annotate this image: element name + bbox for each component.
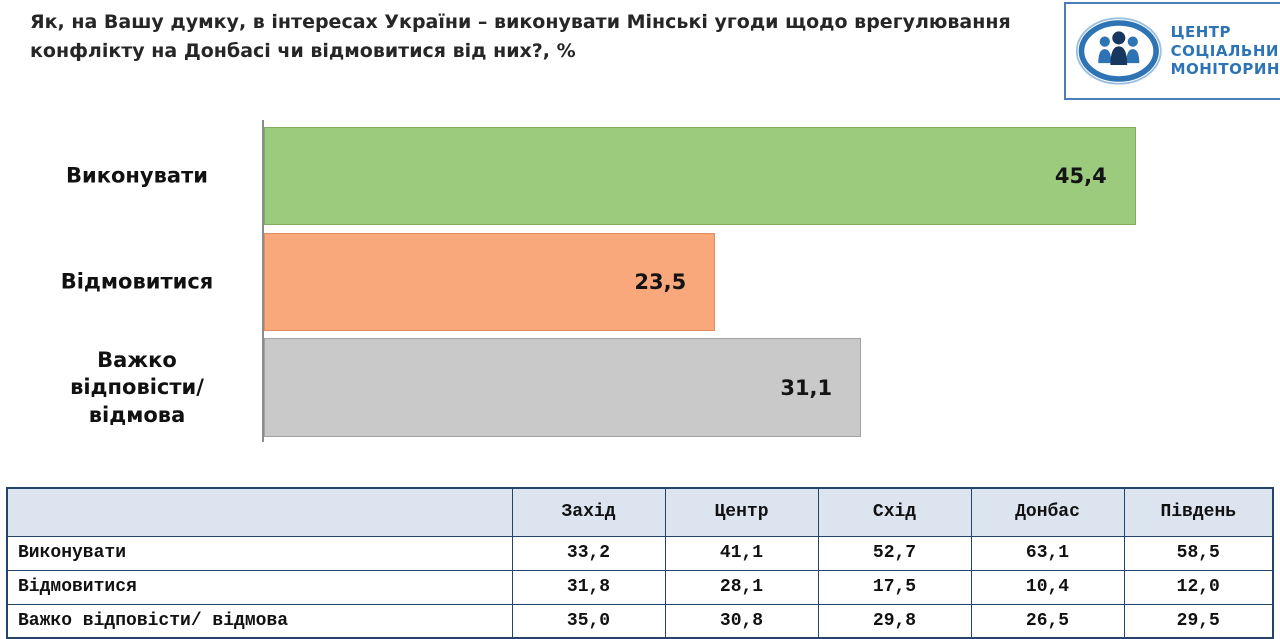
bar-value-label: 23,5 — [634, 270, 687, 294]
logo-text-line-2: СОЦІАЛЬНИЙ — [1170, 41, 1280, 60]
bar-chart: Виконувати Відмовитися Важко відповісти/… — [0, 120, 1280, 446]
table-cell: 28,1 — [664, 569, 819, 605]
table-cell: 10,4 — [970, 569, 1125, 605]
table-cell: 30,8 — [664, 603, 819, 639]
row-label: Важко відповісти/ відмова — [6, 603, 513, 639]
table-header-row: Захід Центр Схід Донбас Південь — [6, 487, 1274, 537]
table-header-tsentr: Центр — [664, 487, 819, 537]
table-cell: 29,8 — [817, 603, 972, 639]
y-axis-line — [262, 120, 264, 442]
bar-category-label: Важко відповісти/ відмова — [70, 348, 204, 427]
page-title: Як, на Вашу думку, в інтересах України –… — [30, 8, 1045, 65]
table-cell: 29,5 — [1123, 603, 1274, 639]
bar-vazhko-vidpovisty: 31,1 — [264, 338, 862, 437]
table-cell: 52,7 — [817, 535, 972, 571]
title-line-2: конфлікту на Донбасі чи відмовитися від … — [30, 39, 576, 62]
table-cell: 41,1 — [664, 535, 819, 571]
table-cell: 12,0 — [1123, 569, 1274, 605]
table-header-empty — [6, 487, 513, 537]
logo-text-line-1: ЦЕНТР — [1170, 22, 1232, 41]
bar-value-label: 31,1 — [780, 375, 833, 400]
table-cell: 33,2 — [511, 535, 666, 571]
table-header-donbas: Донбас — [970, 487, 1125, 537]
row-label: Виконувати — [6, 535, 513, 571]
bar-category-label: Виконувати — [66, 163, 208, 188]
table-cell: 26,5 — [970, 603, 1125, 639]
row-label: Відмовитися — [6, 569, 513, 605]
table-cell: 31,8 — [511, 569, 666, 605]
table-header-pivden: Південь — [1123, 487, 1274, 537]
table-row: Відмовитися 31,8 28,1 17,5 10,4 12,0 — [6, 569, 1274, 605]
table-row: Важко відповісти/ відмова 35,0 30,8 29,8… — [6, 603, 1274, 639]
table-cell: 35,0 — [511, 603, 666, 639]
table-header-zakhid: Захід — [511, 487, 666, 537]
table-cell: 58,5 — [1123, 535, 1274, 571]
regional-breakdown-table: Захід Центр Схід Донбас Південь Виконува… — [6, 487, 1274, 639]
bar-vykonuvaty: 45,4 — [264, 127, 1136, 225]
table-row: Виконувати 33,2 41,1 52,7 63,1 58,5 — [6, 535, 1274, 571]
bar-vidmovytysia: 23,5 — [264, 233, 716, 331]
title-line-1: Як, на Вашу думку, в інтересах України –… — [30, 11, 1011, 33]
table-cell: 17,5 — [817, 569, 972, 605]
logo-text-line-3: МОНІТОРИНГ — [1170, 60, 1280, 79]
logo-text: ЦЕНТР СОЦІАЛЬНИЙ МОНІТОРИНГ — [1171, 23, 1280, 79]
table-header-skhid: Схід — [817, 487, 972, 537]
people-icon — [1075, 17, 1162, 85]
center-social-monitoring-logo: ЦЕНТР СОЦІАЛЬНИЙ МОНІТОРИНГ — [1064, 2, 1280, 100]
bar-value-label: 45,4 — [1054, 164, 1107, 188]
table-cell: 63,1 — [970, 535, 1125, 571]
bar-category-label: Відмовитися — [60, 269, 214, 294]
plot-area: 45,4 23,5 31,1 — [264, 120, 1274, 446]
